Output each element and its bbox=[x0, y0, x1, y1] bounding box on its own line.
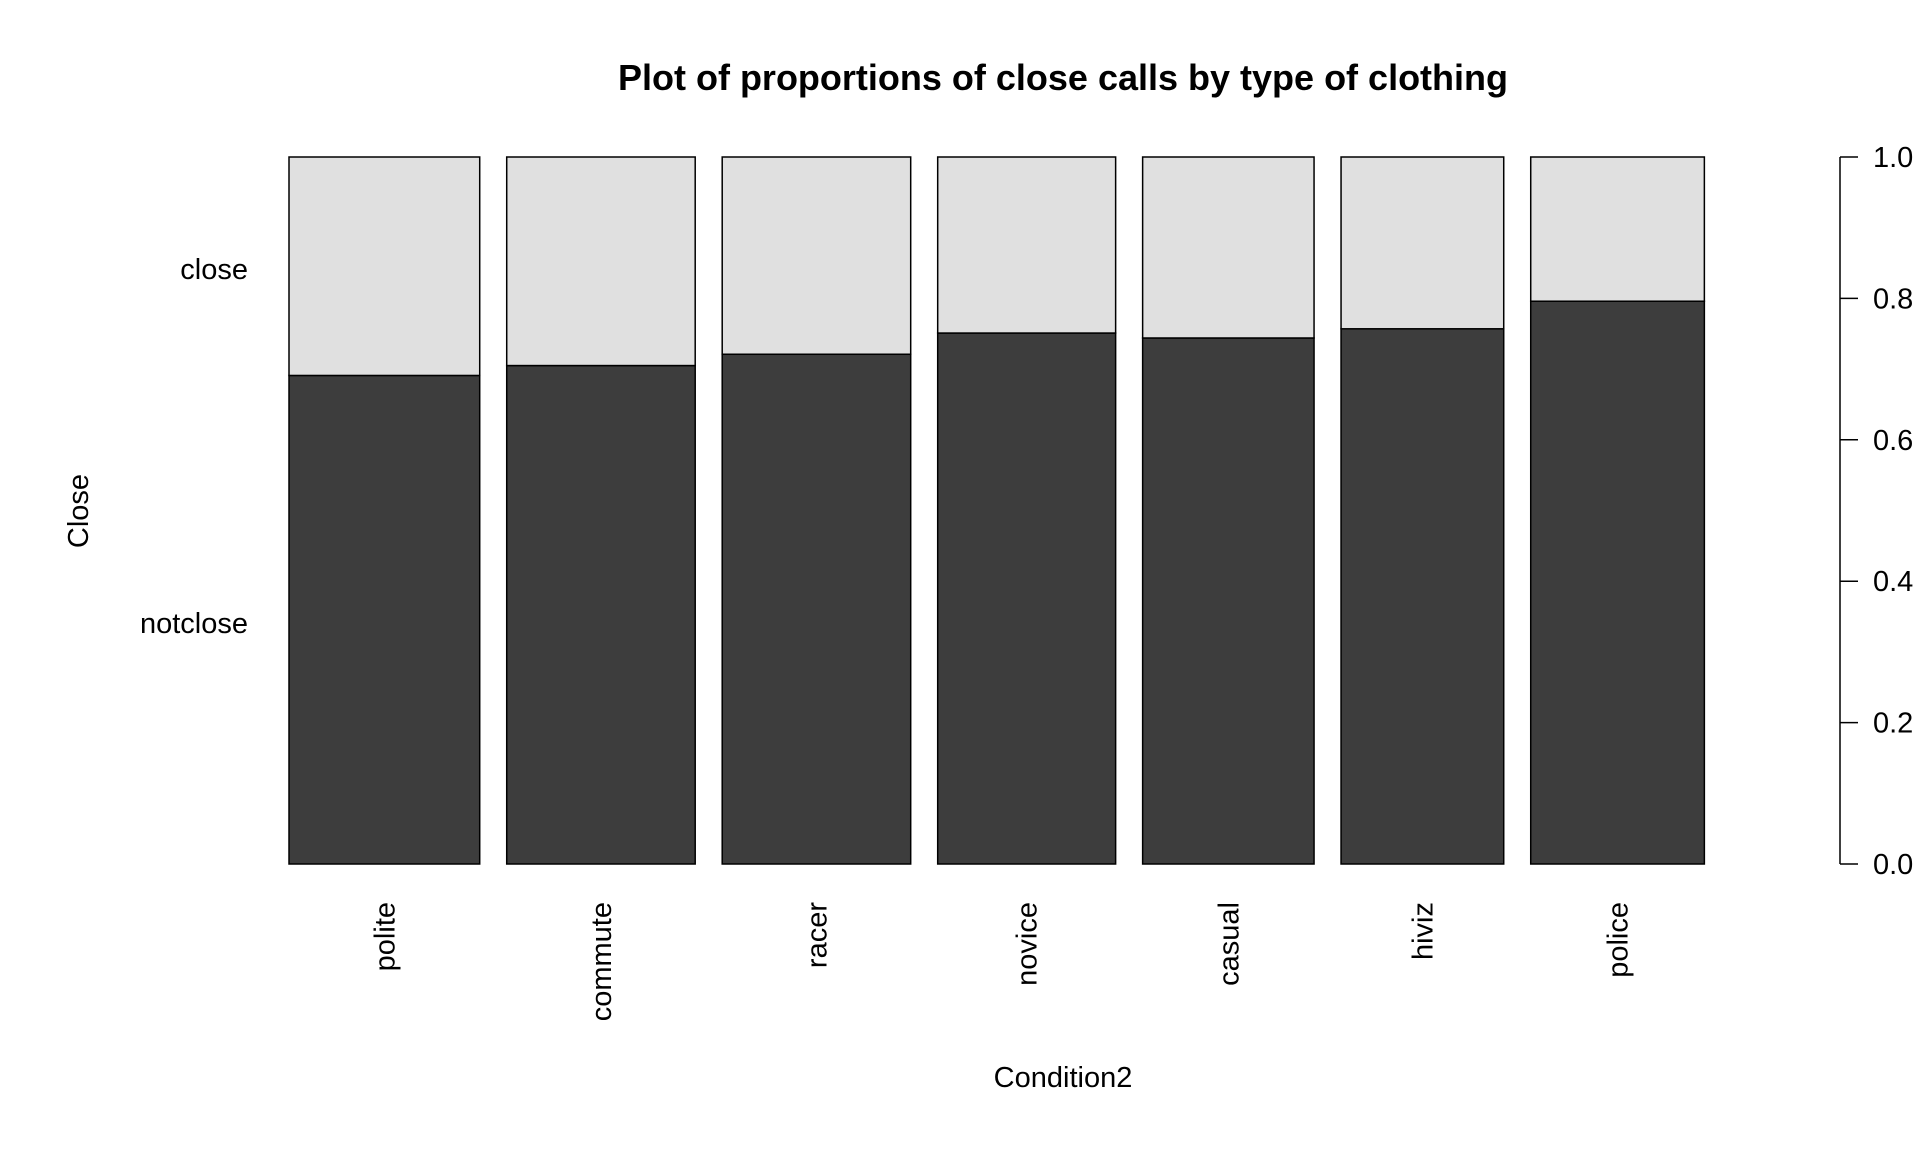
bar-close-commute bbox=[505, 156, 696, 367]
y-ticks-group: 0.0 0.2 0.4 0.6 0.8 1.0 bbox=[1840, 142, 1913, 881]
bar-notclose-police bbox=[1529, 300, 1706, 865]
bar-notclose-racer bbox=[721, 353, 912, 865]
bar-close-polite bbox=[288, 156, 481, 377]
y-tick-label: 0.0 bbox=[1873, 849, 1913, 881]
bars-group bbox=[288, 156, 1706, 865]
bar-notclose-commute bbox=[505, 364, 696, 865]
bar-notclose-casual bbox=[1141, 337, 1315, 865]
y-tick-label: 1.0 bbox=[1873, 142, 1913, 174]
y-tick-label: 0.8 bbox=[1873, 283, 1913, 315]
chart-title: Plot of proportions of close calls by ty… bbox=[618, 57, 1508, 98]
y-tick-label: 0.4 bbox=[1873, 566, 1913, 598]
x-tick-label-racer: racer bbox=[801, 902, 833, 968]
x-tick-labels-group: polite commute racer novice casual hiviz polic… bbox=[369, 902, 1634, 1022]
y-tick-label: 0.6 bbox=[1873, 425, 1913, 457]
bar-notclose-hiviz bbox=[1340, 328, 1505, 865]
left-label-close: close bbox=[180, 254, 248, 286]
x-tick-label-novice: novice bbox=[1012, 902, 1044, 986]
y-tick-label: 0.2 bbox=[1873, 708, 1913, 740]
left-label-notclose: notclose bbox=[140, 608, 248, 640]
x-tick-label-commute: commute bbox=[586, 902, 618, 1021]
x-tick-label-casual: casual bbox=[1213, 902, 1245, 986]
x-tick-label-polite: polite bbox=[369, 902, 401, 971]
x-tick-label-hiviz: hiviz bbox=[1407, 902, 1439, 960]
bar-close-novice bbox=[936, 156, 1117, 334]
x-axis-label: Condition2 bbox=[994, 1062, 1133, 1094]
bar-close-casual bbox=[1141, 156, 1315, 339]
bar-notclose-novice bbox=[936, 332, 1117, 865]
y-axis-label: Close bbox=[63, 474, 95, 548]
bar-notclose-polite bbox=[288, 374, 481, 865]
bar-close-racer bbox=[721, 156, 912, 356]
bar-close-police bbox=[1529, 156, 1706, 302]
x-tick-label-police: police bbox=[1603, 902, 1635, 978]
bar-close-hiviz bbox=[1340, 156, 1505, 330]
